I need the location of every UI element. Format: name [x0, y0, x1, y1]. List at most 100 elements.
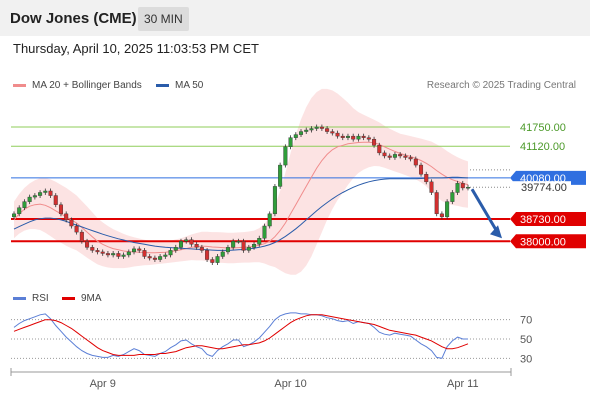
candle-body	[408, 157, 413, 160]
candle-body	[69, 219, 74, 227]
candle-body	[116, 253, 121, 257]
candle-body	[366, 137, 371, 140]
candle-body	[361, 135, 366, 138]
candle-body	[194, 244, 199, 248]
last-price-tag	[513, 181, 571, 194]
candles	[11, 124, 471, 266]
candle-body	[434, 192, 439, 215]
candle-body	[95, 250, 100, 253]
candle-body	[74, 225, 79, 233]
candle-body	[210, 259, 215, 263]
instrument-title: Dow Jones (CME)	[10, 10, 137, 27]
candle-body	[199, 247, 204, 251]
candle-body	[345, 135, 350, 138]
bollinger-band-area	[14, 88, 468, 275]
ma50-line	[13, 176, 469, 251]
rsi-panel: 70 50 30	[11, 312, 532, 365]
candle-body	[377, 145, 382, 154]
candle-body	[429, 181, 434, 193]
forecast-arrow	[470, 188, 502, 239]
candle-body	[105, 253, 110, 256]
rsi-label: RSI	[32, 293, 49, 304]
candle-body	[236, 241, 241, 243]
timestamp: Thursday, April 10, 2025 11:03:53 PM CET	[13, 41, 259, 56]
candle-body	[356, 135, 361, 140]
chart-header: Dow Jones (CME) 30 MIN	[0, 0, 590, 36]
candle-body	[372, 138, 377, 146]
ma20-line	[13, 141, 469, 254]
x-tick-label: Apr 11	[447, 378, 479, 390]
level-tag-38730.00	[510, 212, 586, 227]
candle-body	[17, 207, 22, 215]
candle-body	[330, 131, 335, 134]
candle-body	[85, 241, 90, 248]
candle-body	[288, 137, 293, 147]
candle-body	[351, 135, 356, 140]
candle-body	[121, 254, 126, 257]
candle-body	[325, 128, 330, 132]
candle-body	[48, 190, 53, 196]
candle-body	[460, 183, 465, 189]
candle-body	[168, 250, 173, 256]
time-axis: Apr 9 Apr 10 Apr 11	[10, 368, 512, 390]
candle-body	[252, 244, 257, 248]
candle-body	[278, 164, 283, 187]
ma50-label: MA 50	[175, 80, 204, 91]
candle-body	[392, 154, 397, 158]
ma9-label: 9MA	[81, 293, 102, 304]
candle-body	[246, 247, 251, 251]
candle-body	[450, 192, 455, 202]
candle-body	[439, 213, 444, 218]
candle-body	[424, 174, 429, 183]
ma50-swatch	[156, 84, 169, 87]
rsi-swatch	[13, 297, 26, 300]
candle-body	[231, 241, 236, 248]
candle-body	[147, 256, 152, 259]
rsi-ma9-line	[13, 314, 469, 356]
rsi-line	[13, 312, 468, 359]
candle-body	[309, 128, 314, 131]
candle-body	[27, 196, 32, 202]
candle-body	[53, 195, 58, 205]
candle-body	[11, 213, 16, 218]
ma20-swatch	[13, 84, 26, 87]
candle-body	[100, 251, 105, 254]
candle-body	[38, 192, 43, 196]
candle-body	[184, 239, 189, 242]
rsi-level-label: 70	[520, 315, 532, 327]
candle-body	[163, 254, 168, 257]
forecast-arrow-head	[490, 225, 502, 239]
candle-body	[111, 253, 116, 256]
candle-body	[142, 250, 147, 257]
legend-ma9: 9MA	[62, 293, 102, 304]
candle-body	[319, 126, 324, 129]
candle-body	[466, 186, 471, 189]
candle-body	[419, 164, 424, 175]
candle-body	[173, 247, 178, 251]
price-levels	[11, 126, 510, 243]
candle-body	[137, 248, 142, 251]
candle-body	[58, 204, 63, 215]
candle-body	[272, 186, 277, 215]
legend-ma20: MA 20 + Bollinger Bands	[13, 80, 142, 91]
moving-averages	[13, 141, 469, 254]
candle-body	[257, 238, 262, 245]
candle-body	[455, 183, 460, 193]
candle-body	[43, 190, 48, 193]
candle-body	[267, 213, 272, 227]
candle-body	[445, 201, 450, 218]
forecast-arrow-shaft	[470, 188, 500, 235]
candle-body	[64, 213, 69, 221]
interval-button[interactable]: 30 MIN	[138, 7, 189, 31]
candle-body	[340, 135, 345, 138]
x-tick-label: Apr 10	[274, 378, 306, 390]
candle-body	[205, 250, 210, 260]
candle-body	[335, 132, 340, 137]
candle-body	[158, 256, 163, 260]
rsi-level-label: 30	[520, 353, 532, 365]
candle-body	[283, 146, 288, 166]
candle-body	[382, 152, 387, 157]
candle-body	[398, 154, 403, 157]
candle-body	[215, 256, 220, 263]
